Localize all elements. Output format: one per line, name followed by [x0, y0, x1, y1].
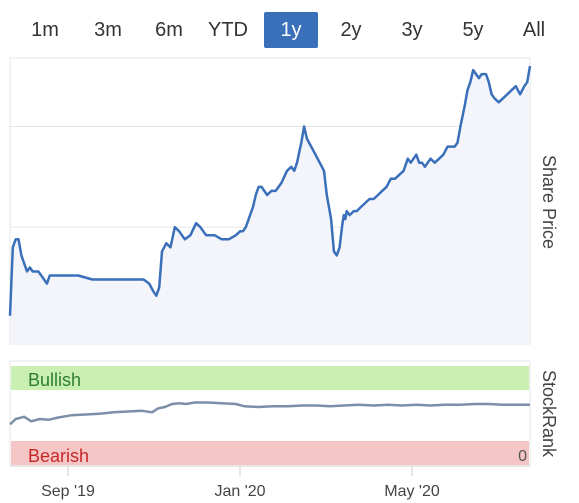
price-line — [8, 65, 532, 316]
range-selector: 1m 3m 6m YTD 1y 2y 3y 5y All — [0, 10, 579, 54]
range-button-3m[interactable]: 3m — [94, 19, 122, 41]
bullish-label: Bullish — [28, 370, 81, 390]
range-button-2y[interactable]: 2y — [340, 19, 362, 41]
x-tick-label: Jan '20 — [214, 483, 265, 500]
stockrank-line — [9, 401, 530, 426]
range-button-ytd[interactable]: YTD — [208, 19, 248, 41]
price-axis-label: Share Price — [539, 155, 559, 249]
range-button-1m[interactable]: 1m — [31, 19, 59, 41]
range-button-3y[interactable]: 3y — [401, 19, 423, 41]
price-area-fill — [10, 66, 530, 344]
bullish-band — [11, 366, 529, 390]
bearish-label: Bearish — [28, 446, 89, 466]
range-button-all[interactable]: All — [522, 19, 546, 41]
bearish-band — [11, 441, 529, 465]
range-button-5y[interactable]: 5y — [462, 19, 484, 41]
range-button-1y[interactable]: 1y — [264, 12, 318, 48]
x-tick-label: May '20 — [384, 483, 440, 500]
stockrank-axis-label: StockRank — [539, 370, 559, 458]
x-tick-label: Sep '19 — [41, 483, 95, 500]
range-button-6m[interactable]: 6m — [155, 19, 183, 41]
stockrank-tick-label: 0 — [518, 448, 527, 465]
